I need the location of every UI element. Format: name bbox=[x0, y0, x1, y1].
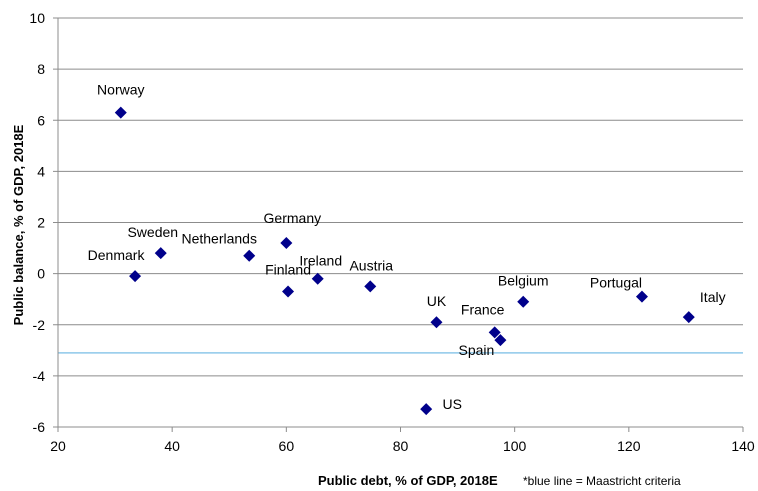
x-tick-label: 60 bbox=[279, 438, 295, 454]
y-tick-label: 6 bbox=[37, 112, 45, 128]
y-tick-label: 0 bbox=[37, 266, 45, 282]
data-point bbox=[280, 236, 293, 249]
data-point bbox=[114, 106, 127, 119]
point-label: Finland bbox=[265, 262, 311, 278]
x-tick-label: 140 bbox=[731, 438, 755, 454]
data-points bbox=[114, 106, 695, 416]
point-label: Sweden bbox=[127, 224, 178, 240]
point-label: Ireland bbox=[299, 253, 342, 269]
y-tick-label: -6 bbox=[33, 419, 46, 435]
point-label: US bbox=[442, 396, 461, 412]
point-label: France bbox=[461, 301, 505, 317]
x-tick-label: 100 bbox=[503, 438, 527, 454]
point-label: Italy bbox=[700, 289, 726, 305]
data-point bbox=[494, 334, 507, 347]
data-point bbox=[364, 280, 377, 293]
y-tick-label: 8 bbox=[37, 61, 45, 77]
y-tick-label: 2 bbox=[37, 215, 45, 231]
point-labels: Norway Sweden Denmark Netherlands Germany Fin… bbox=[88, 82, 726, 413]
data-point bbox=[517, 295, 530, 308]
axes bbox=[53, 17, 744, 432]
point-label: Belgium bbox=[498, 273, 549, 289]
gridlines bbox=[58, 17, 743, 377]
data-point bbox=[430, 316, 443, 329]
data-point bbox=[282, 285, 295, 298]
x-tick-labels: 20 40 60 80 100 120 140 bbox=[50, 438, 755, 454]
point-label: Denmark bbox=[88, 247, 146, 263]
x-tick-label: 120 bbox=[617, 438, 641, 454]
x-tick-label: 20 bbox=[50, 438, 66, 454]
point-label: UK bbox=[427, 293, 447, 309]
point-label: Norway bbox=[97, 82, 144, 98]
y-tick-labels: -6 -4 -2 0 2 4 6 8 10 bbox=[29, 10, 45, 435]
y-tick-label: -4 bbox=[33, 368, 46, 384]
y-axis-title: Public balance, % of GDP, 2018E bbox=[11, 124, 26, 325]
data-point bbox=[129, 270, 142, 283]
chart-note: *blue line = Maastricht criteria bbox=[523, 474, 681, 488]
point-label: Portugal bbox=[590, 275, 642, 291]
data-point bbox=[243, 249, 256, 262]
point-label: Netherlands bbox=[181, 231, 257, 247]
data-point bbox=[488, 326, 501, 339]
data-point bbox=[154, 247, 167, 260]
data-point bbox=[635, 290, 648, 303]
x-axis-title: Public debt, % of GDP, 2018E bbox=[318, 473, 498, 488]
y-tick-label: 10 bbox=[29, 10, 45, 26]
data-point bbox=[311, 272, 324, 285]
y-tick-label: -2 bbox=[33, 317, 46, 333]
y-tick-label: 4 bbox=[37, 163, 45, 179]
point-label: Germany bbox=[264, 210, 322, 226]
data-point bbox=[682, 311, 695, 324]
point-label: Spain bbox=[458, 342, 494, 358]
x-tick-label: 40 bbox=[164, 438, 180, 454]
data-point bbox=[420, 403, 433, 416]
point-label: Austria bbox=[349, 257, 393, 273]
x-tick-label: 80 bbox=[393, 438, 409, 454]
